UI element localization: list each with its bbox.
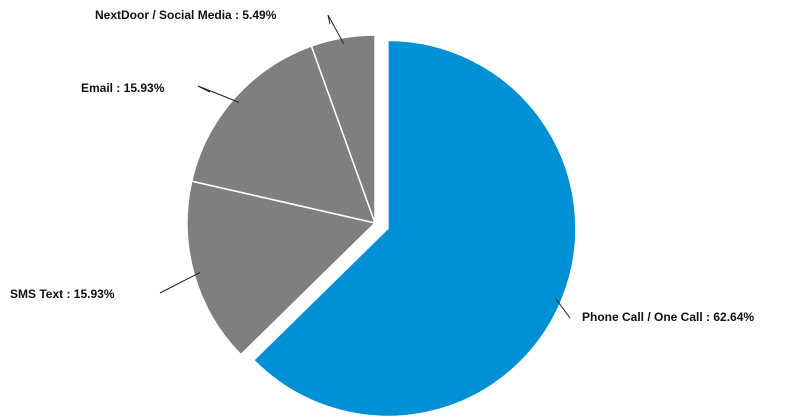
leader-line-phone-call-one-call	[555, 298, 571, 319]
leader-line-email	[197, 85, 239, 103]
slices-layer	[186, 34, 577, 418]
pie-slice-email	[190, 45, 377, 225]
leader-lines-layer	[159, 14, 571, 319]
pie-slice-sms-text	[186, 180, 377, 356]
slice-label-email: Email : 15.93%	[81, 81, 165, 95]
slice-label-phone-call-one-call: Phone Call / One Call : 62.64%	[582, 310, 754, 324]
slice-label-sms-text: SMS Text : 15.93%	[10, 287, 115, 301]
leader-line-sms-text	[159, 272, 201, 294]
slice-label-nextdoor-social-media: NextDoor / Social Media : 5.49%	[95, 8, 277, 22]
pie-slice-nextdoor-social-media	[310, 34, 376, 224]
labels-layer: Phone Call / One Call : 62.64% SMS Text :…	[10, 8, 754, 324]
pie-slice-phone-call-one-call	[252, 39, 577, 418]
leader-line-nextdoor-social-media	[327, 14, 345, 44]
